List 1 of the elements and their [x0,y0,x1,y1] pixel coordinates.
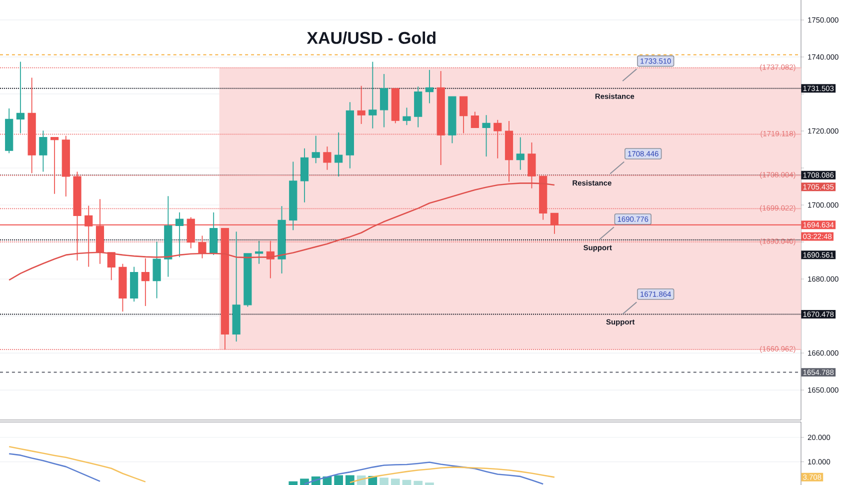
text: XAU/USD - Gold [306,31,436,44]
